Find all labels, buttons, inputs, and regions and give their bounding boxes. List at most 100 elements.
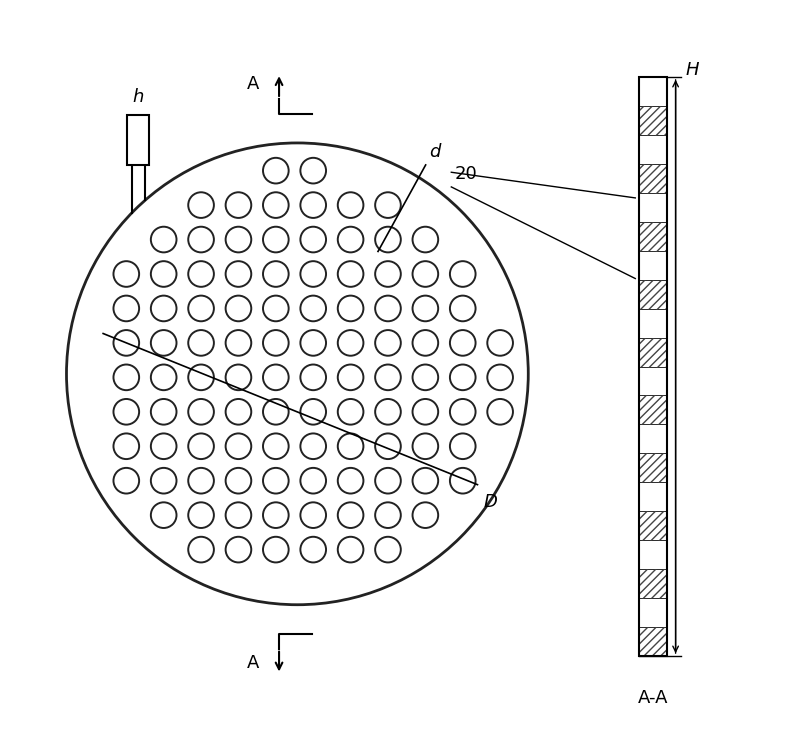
Circle shape: [151, 399, 177, 424]
Circle shape: [263, 226, 289, 252]
Circle shape: [226, 399, 251, 424]
Circle shape: [226, 295, 251, 321]
Text: H: H: [685, 61, 698, 78]
Circle shape: [338, 295, 363, 321]
Circle shape: [375, 226, 401, 252]
Circle shape: [226, 192, 251, 218]
Bar: [639, 164, 667, 193]
Bar: [639, 396, 667, 424]
Circle shape: [188, 364, 214, 390]
Circle shape: [114, 330, 139, 356]
Circle shape: [188, 192, 214, 218]
Text: h: h: [133, 88, 144, 106]
Bar: [639, 106, 667, 135]
Circle shape: [450, 433, 475, 459]
Circle shape: [338, 468, 363, 493]
Circle shape: [300, 433, 326, 459]
Circle shape: [413, 226, 438, 252]
Text: A: A: [247, 655, 259, 672]
Circle shape: [450, 295, 475, 321]
Bar: [639, 366, 667, 396]
Circle shape: [413, 468, 438, 493]
Circle shape: [226, 330, 251, 356]
Text: A: A: [247, 75, 259, 93]
Bar: [639, 309, 667, 337]
Circle shape: [151, 364, 177, 390]
Bar: [639, 337, 667, 366]
Circle shape: [263, 399, 289, 424]
Circle shape: [300, 537, 326, 562]
Circle shape: [375, 433, 401, 459]
Bar: [639, 193, 667, 221]
Circle shape: [300, 468, 326, 493]
Circle shape: [114, 364, 139, 390]
Bar: [639, 512, 667, 540]
Bar: [639, 627, 667, 656]
Bar: [639, 77, 667, 106]
Text: d: d: [430, 143, 441, 161]
Circle shape: [338, 537, 363, 562]
Circle shape: [226, 468, 251, 493]
Bar: [639, 251, 667, 280]
Circle shape: [300, 261, 326, 287]
Circle shape: [151, 295, 177, 321]
Bar: [639, 598, 667, 627]
Circle shape: [375, 468, 401, 493]
Circle shape: [338, 192, 363, 218]
Bar: [639, 512, 667, 540]
Circle shape: [450, 399, 475, 424]
Circle shape: [300, 158, 326, 183]
Circle shape: [300, 330, 326, 356]
Circle shape: [300, 399, 326, 424]
Circle shape: [151, 433, 177, 459]
Circle shape: [151, 502, 177, 528]
Circle shape: [375, 502, 401, 528]
Circle shape: [114, 399, 139, 424]
Circle shape: [338, 226, 363, 252]
Circle shape: [413, 399, 438, 424]
Circle shape: [375, 295, 401, 321]
Circle shape: [375, 261, 401, 287]
Circle shape: [114, 433, 139, 459]
Circle shape: [413, 330, 438, 356]
Circle shape: [375, 399, 401, 424]
Text: A-A: A-A: [638, 689, 668, 707]
Circle shape: [413, 364, 438, 390]
Bar: [639, 453, 667, 482]
Circle shape: [300, 364, 326, 390]
Circle shape: [188, 433, 214, 459]
Text: D: D: [483, 493, 498, 512]
Circle shape: [263, 295, 289, 321]
Circle shape: [263, 433, 289, 459]
Circle shape: [114, 295, 139, 321]
Circle shape: [151, 226, 177, 252]
Circle shape: [413, 502, 438, 528]
Circle shape: [300, 226, 326, 252]
Circle shape: [226, 537, 251, 562]
Bar: [639, 453, 667, 482]
Circle shape: [487, 364, 513, 390]
Bar: [639, 77, 667, 656]
Circle shape: [300, 192, 326, 218]
Bar: [639, 482, 667, 512]
Circle shape: [263, 537, 289, 562]
Circle shape: [338, 261, 363, 287]
Circle shape: [188, 537, 214, 562]
Bar: [639, 627, 667, 656]
Circle shape: [151, 330, 177, 356]
Text: 20: 20: [455, 165, 478, 183]
Circle shape: [487, 399, 513, 424]
Circle shape: [263, 330, 289, 356]
Bar: [639, 106, 667, 135]
Circle shape: [450, 261, 475, 287]
Bar: [639, 337, 667, 366]
Bar: [639, 164, 667, 193]
Circle shape: [188, 399, 214, 424]
Circle shape: [300, 295, 326, 321]
Bar: [639, 280, 667, 309]
Circle shape: [375, 192, 401, 218]
Bar: [639, 540, 667, 569]
Circle shape: [450, 330, 475, 356]
Circle shape: [338, 502, 363, 528]
Bar: [639, 424, 667, 453]
